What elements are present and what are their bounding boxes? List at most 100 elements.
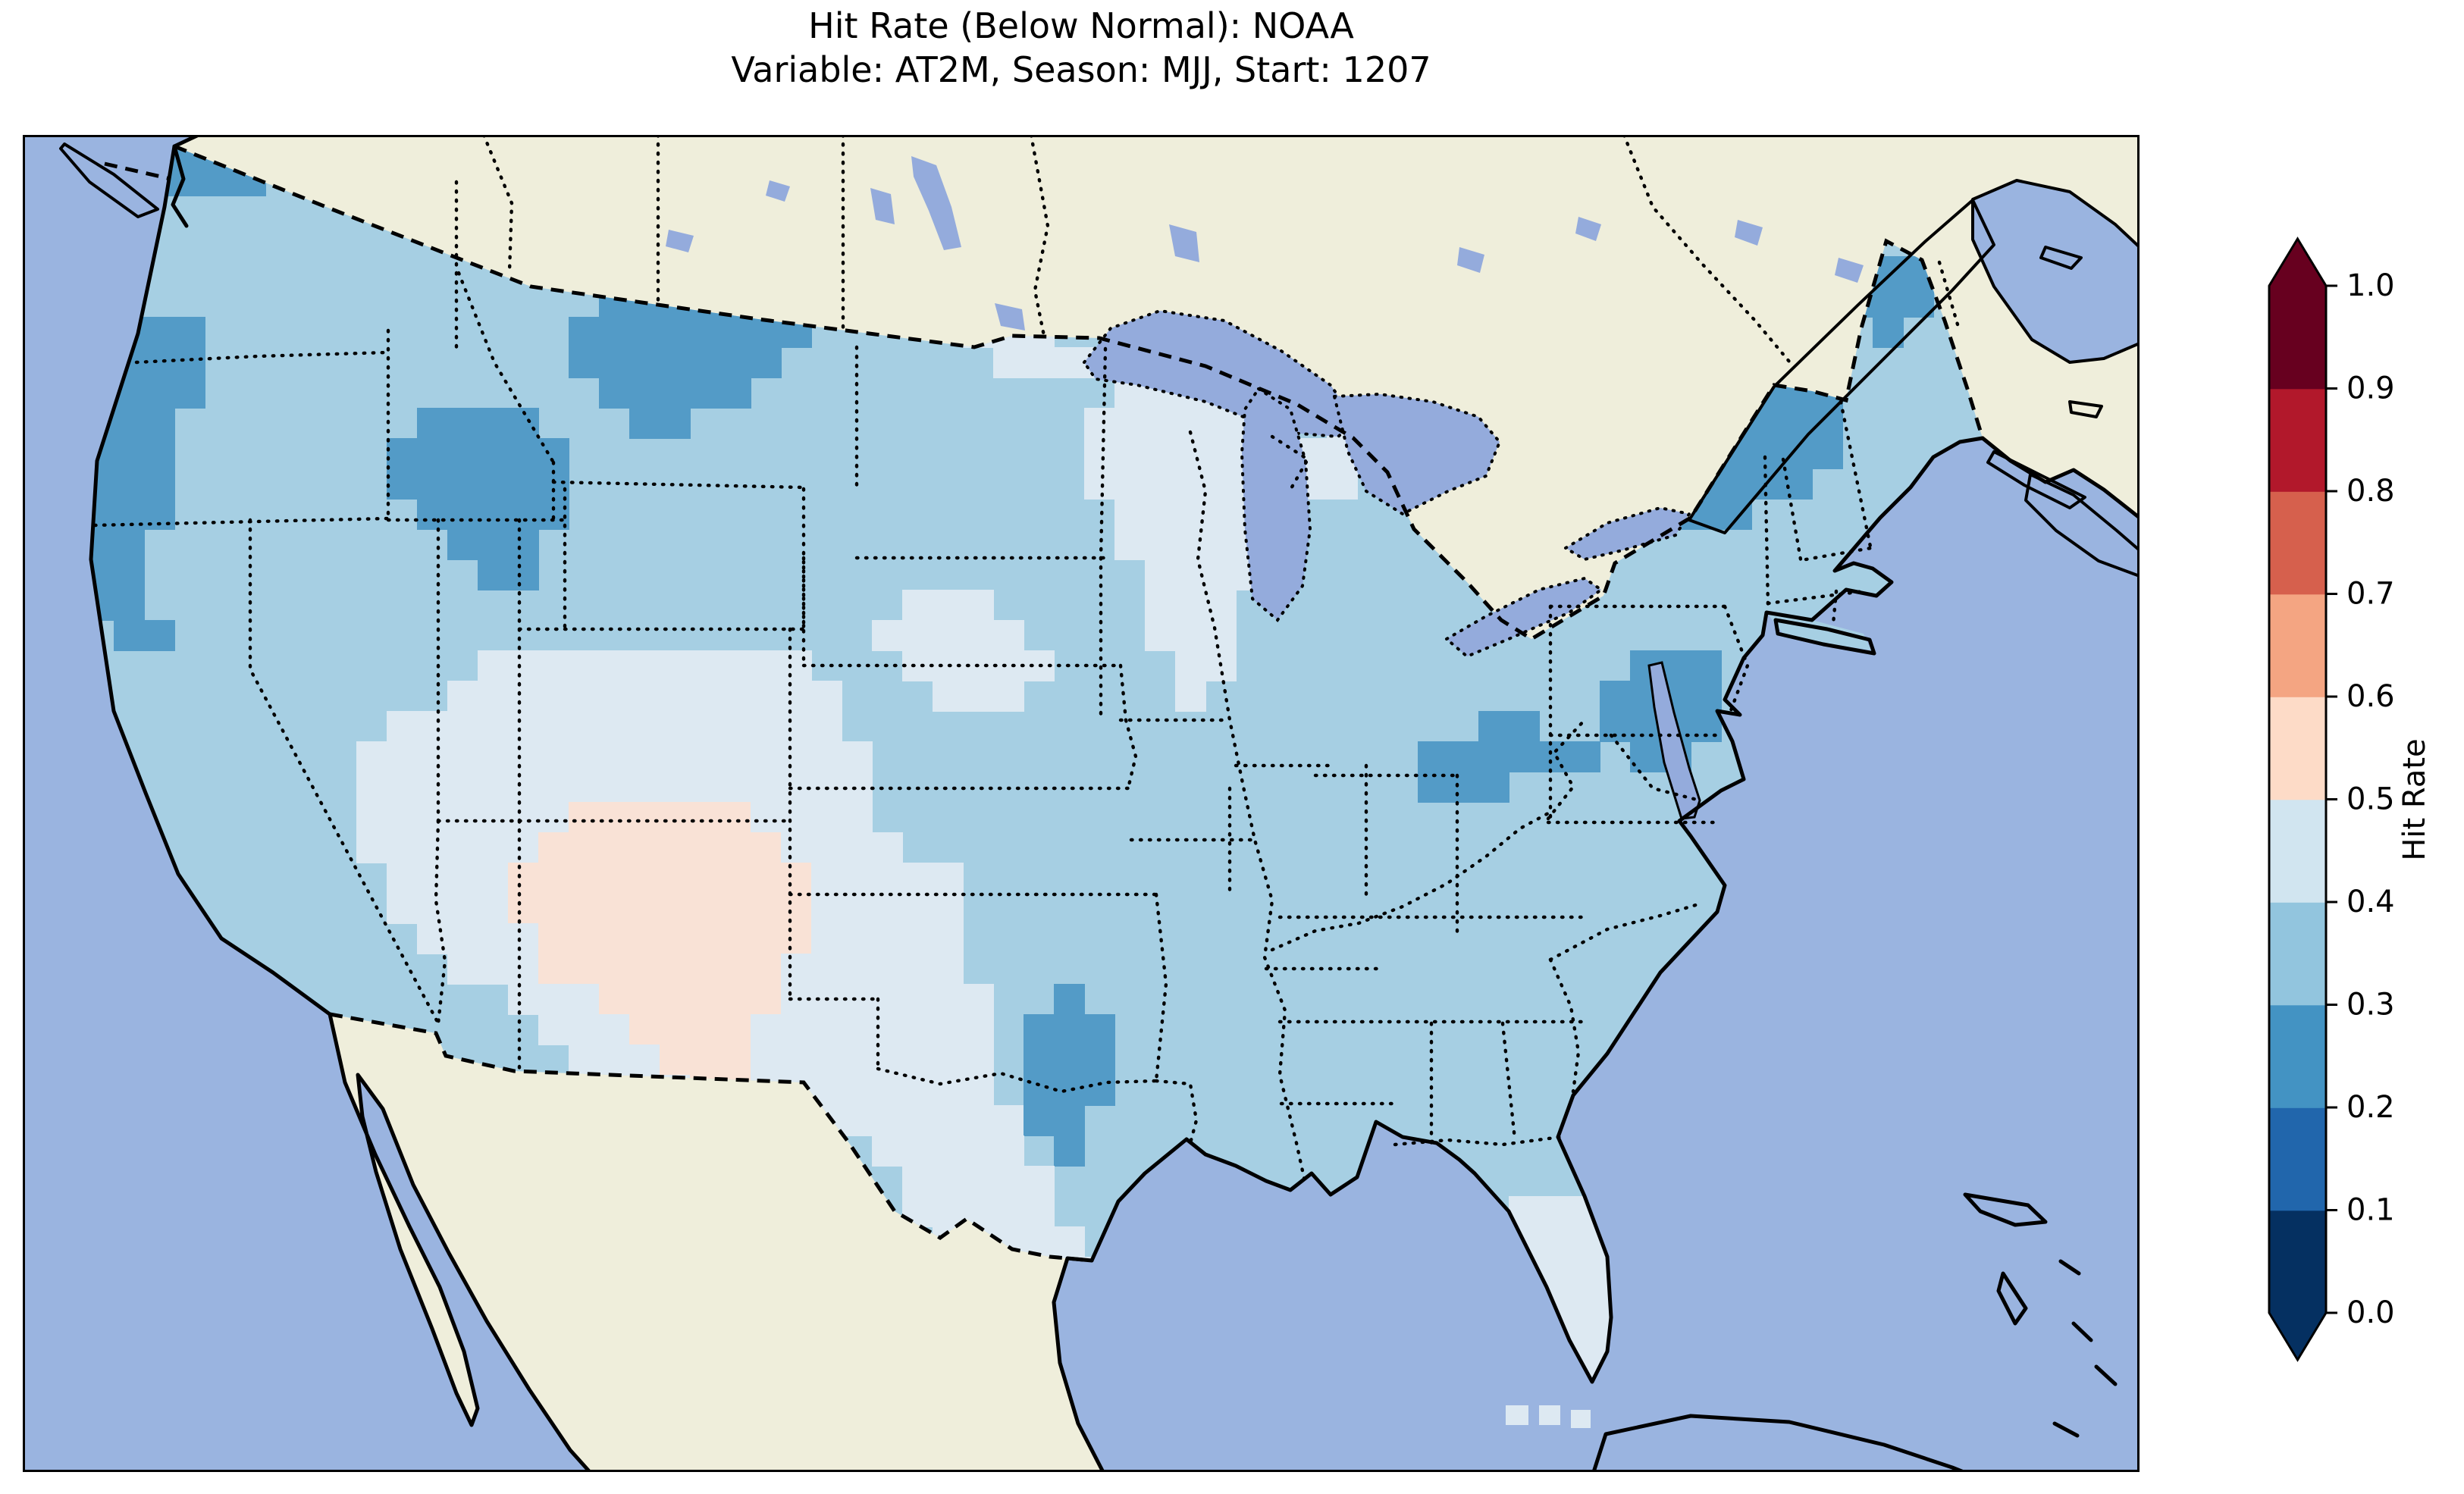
national-borders (104, 144, 1985, 1263)
grid-cell (781, 954, 964, 985)
colorbar-segment (2269, 902, 2326, 1006)
grid-cell (629, 408, 691, 439)
grid-cell (387, 468, 569, 500)
grid-cell (933, 681, 1024, 712)
colorbar-tick-label: 0.8 (2346, 474, 2395, 509)
colorbar-lower-arrow (2269, 1313, 2326, 1360)
state-borders (92, 135, 1960, 1187)
colorbar-tick-label: 0.1 (2346, 1193, 2395, 1228)
grid-cell (599, 377, 751, 409)
grid-cell (478, 559, 539, 590)
lake-michigan (1240, 387, 1312, 622)
grid-cell-keys (1506, 1405, 1528, 1425)
grid-cell (447, 681, 842, 712)
canada-atlantic-coast (1980, 436, 2140, 520)
grid-cell (902, 1166, 1055, 1197)
grid-cell (1418, 741, 1600, 772)
grid-cell (508, 863, 812, 894)
grid-cell (387, 438, 569, 469)
lake-erie (1444, 576, 1604, 659)
colorbar-segment (2269, 286, 2326, 390)
colorbar-ticks: 0.0 0.1 0.2 0.3 0.4 0.5 0.6 0.7 0.8 0.9 1.0 (2326, 268, 2395, 1330)
grid-cell (91, 529, 145, 560)
colorbar-segment (2269, 594, 2326, 697)
colorbar-tick-label: 0.4 (2346, 885, 2395, 919)
colorbar-segment (2269, 491, 2326, 595)
colorbar-tick-label: 0.0 (2346, 1295, 2395, 1330)
gulf-atlantic-coast (1089, 436, 1985, 1384)
grid-cell (1024, 1045, 1115, 1076)
grid-cell (356, 802, 569, 833)
grid-cell (569, 1045, 660, 1076)
grid-cell (781, 984, 994, 1015)
coastlines (89, 135, 2140, 1472)
grid-cell (447, 954, 539, 985)
grid-cell (1145, 590, 1237, 621)
colorbar-segments (2269, 239, 2326, 1360)
grid-cell (1084, 438, 1388, 469)
colorbar-axis-label: Hit Rate (2397, 738, 2432, 860)
st-lawrence-river (1688, 199, 1995, 534)
grid-cell (1145, 559, 1267, 590)
grid-cell (1478, 711, 1540, 742)
hit-rate-extra-cells (1506, 1405, 1591, 1428)
grid-cell (1024, 1075, 1115, 1106)
colorbar-tick-label: 1.0 (2346, 268, 2395, 303)
anticosti-island (2039, 246, 2083, 270)
grid-cell (1145, 620, 1237, 651)
us-mexico-border (329, 1012, 1092, 1263)
colorbar-segment (2269, 1004, 2326, 1108)
colorbar-tick-label: 0.7 (2346, 577, 2395, 612)
grid-cell (751, 1014, 994, 1045)
title-line-2: Variable: AT2M, Season: MJJ, Start: 1207 (731, 49, 1431, 90)
grid-cell (356, 772, 873, 803)
puget-sound (171, 144, 189, 228)
grid-cell (1114, 529, 1267, 560)
grid-cell (1175, 650, 1237, 681)
colorbar-tick-label: 0.9 (2346, 371, 2395, 406)
title-line-1: Hit Rate (Below Normal): NOAA (808, 5, 1354, 46)
grid-cell (811, 863, 964, 894)
nova-scotia (2024, 473, 2140, 578)
bahamas (1963, 1192, 2118, 1438)
grid-cell (91, 438, 175, 469)
vancouver-island (59, 143, 159, 218)
grid-cell (781, 832, 903, 863)
grid-cell (387, 711, 842, 742)
grid-cell (811, 923, 964, 954)
colorbar-segment (2269, 388, 2326, 492)
grid-cell (1418, 772, 1509, 803)
grid-cell (569, 317, 812, 348)
grid-cell (538, 832, 782, 863)
prince-edward-island (2068, 400, 2103, 418)
grid-cell (508, 984, 600, 1015)
grid-cell (387, 893, 509, 924)
grid-cell (872, 1135, 1024, 1167)
lake-huron (1332, 392, 1502, 516)
baja-mexico-coast (328, 1012, 592, 1472)
us-hit-rate-map (23, 135, 2140, 1472)
grid-cell-keys (1539, 1405, 1560, 1425)
bay-of-fundy (1986, 450, 2086, 509)
colorbar-segment (2269, 1107, 2326, 1211)
grid-cell (660, 1045, 751, 1076)
mexico-gulf-coast (1052, 1256, 1105, 1472)
us-canada-border (174, 144, 1985, 641)
gulf-st-lawrence-coast (1971, 179, 2140, 364)
grid-cell (751, 802, 873, 833)
colorbar-tick-label: 0.6 (2346, 679, 2395, 714)
colorbar-tick-label: 0.2 (2346, 1090, 2395, 1125)
grid-cell (417, 499, 569, 530)
grid-cell (1054, 1135, 1085, 1167)
grid-cell (91, 468, 175, 500)
grid-cell (508, 893, 812, 924)
grid-cell (1054, 984, 1085, 1015)
grid-cell (114, 620, 175, 651)
grid-cell (538, 1014, 630, 1045)
grid-cell (387, 863, 509, 894)
grid-cell (629, 1014, 751, 1045)
grid-cell (1630, 650, 1722, 681)
grid-cell (569, 802, 751, 833)
grid-cell (447, 529, 539, 560)
